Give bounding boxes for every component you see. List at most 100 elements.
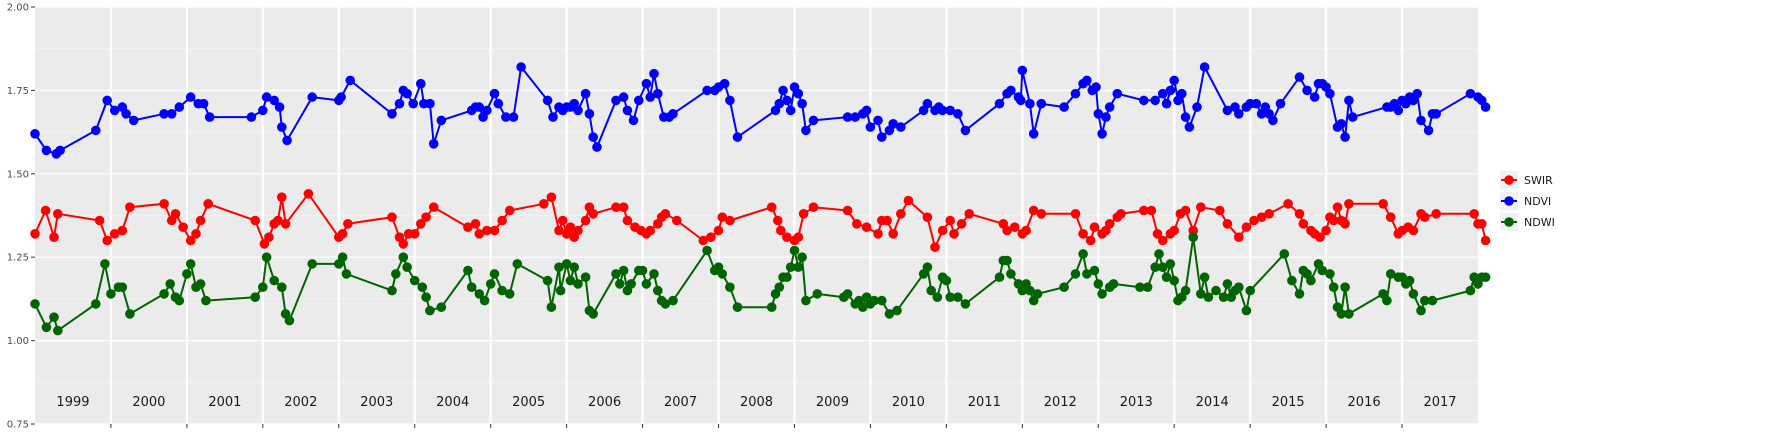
ndvi-data-point xyxy=(159,109,169,119)
ndwi-data-point xyxy=(1420,295,1430,306)
ndwi-data-point xyxy=(1093,279,1104,289)
ndwi-data-point xyxy=(1294,289,1305,299)
swir-data-point xyxy=(387,212,397,222)
swir-data-point xyxy=(1009,222,1020,232)
ndwi-data-point xyxy=(474,289,485,299)
ndvi-data-point xyxy=(307,92,318,102)
ndwi-data-point xyxy=(1142,282,1153,293)
ndvi-data-point xyxy=(1070,88,1081,99)
swir-data-point xyxy=(1332,202,1343,212)
ndvi-data-point xyxy=(1093,109,1104,119)
ndwi-data-point xyxy=(165,279,175,289)
swir-data-point xyxy=(474,229,485,239)
ndvi-data-point xyxy=(1431,109,1441,119)
legend: SWIR NDVI NDWI xyxy=(1500,171,1555,231)
ndwi-data-point xyxy=(1089,265,1100,276)
ndwi-data-point xyxy=(1218,292,1229,303)
ndwi-data-point xyxy=(785,262,796,273)
ndwi-data-point xyxy=(125,309,135,319)
swir-data-point xyxy=(1298,219,1309,229)
y-tick-label: 2.00 xyxy=(7,3,29,14)
swir-data-point xyxy=(1344,199,1354,209)
ndvi-data-point xyxy=(1017,65,1028,76)
swir-data-point xyxy=(882,215,892,226)
ndwi-data-point xyxy=(877,295,887,306)
ndvi-data-point xyxy=(1192,102,1202,112)
ndwi-data-point xyxy=(884,309,895,319)
swir-data-point xyxy=(303,189,314,199)
ndvi-data-point xyxy=(1234,109,1244,119)
ndvi-data-point xyxy=(873,115,883,126)
ndvi-data-point xyxy=(261,92,272,102)
year-label-layer: 1999 2000 2001 2002 2003 2004 2005 2006 2007 2008… xyxy=(56,395,1456,410)
ndvi-data-point xyxy=(198,98,209,109)
ndwi-data-point xyxy=(174,295,185,306)
swir-data-point xyxy=(195,215,206,226)
ndwi-data-point xyxy=(1150,262,1160,273)
swir-data-point xyxy=(1139,205,1149,216)
ndvi-data-point xyxy=(1006,85,1016,96)
ndwi-data-point xyxy=(91,299,101,309)
ndwi-data-point xyxy=(842,289,853,299)
ndvi-data-point xyxy=(702,85,712,96)
ndvi-data-point xyxy=(1309,92,1320,102)
ndvi-data-point xyxy=(166,109,177,119)
ndvi-data-point xyxy=(1082,75,1092,86)
ndwi-data-point xyxy=(307,259,318,269)
swir-data-point xyxy=(773,215,783,226)
ndvi-data-point xyxy=(258,105,268,116)
ndvi-data-point xyxy=(185,92,196,102)
ndwi-data-point xyxy=(466,282,477,293)
ndwi-data-point xyxy=(1032,289,1043,299)
swir-data-point xyxy=(482,225,492,236)
axis-layer: 0.75 1.00 1.25 1.50 1.75 2.00 xyxy=(7,3,1403,431)
ndvi-data-point xyxy=(277,122,287,132)
ndvi-data-point xyxy=(274,102,285,112)
ndvi-data-point xyxy=(425,98,435,109)
ndwi-data-point xyxy=(1382,295,1392,306)
ndwi-data-point xyxy=(717,269,728,279)
ndwi-data-point xyxy=(504,289,515,299)
ndvi-data-point xyxy=(793,88,804,99)
ndvi-data-point xyxy=(801,125,811,136)
swir-data-point xyxy=(903,195,914,206)
ndvi-data-point xyxy=(493,98,504,109)
ndwi-data-point xyxy=(1199,272,1210,283)
series-layer xyxy=(30,62,1491,336)
ndwi-data-point xyxy=(801,295,811,306)
ndvi-data-point xyxy=(611,95,621,106)
legend-point-ndwi xyxy=(1504,217,1514,227)
ndvi-data-point xyxy=(1275,98,1286,109)
ndwi-data-point xyxy=(1328,282,1339,293)
year-label: 2003 xyxy=(360,395,393,410)
ndvi-data-point xyxy=(782,95,792,106)
ndwi-data-point xyxy=(892,305,902,316)
ndvi-data-point xyxy=(1139,95,1149,106)
year-label: 2006 xyxy=(588,395,621,410)
ndvi-data-point xyxy=(1199,62,1210,72)
swir-data-point xyxy=(1480,235,1491,246)
swir-data-point xyxy=(1152,229,1163,239)
ndvi-data-point xyxy=(994,98,1005,109)
ndwi-data-point xyxy=(774,282,785,293)
ndwi-data-point xyxy=(1025,285,1035,296)
ndvi-data-point xyxy=(246,112,257,122)
ndwi-data-point xyxy=(546,302,557,313)
year-label: 2005 xyxy=(512,395,545,410)
ndvi-data-point xyxy=(719,78,730,89)
ndvi-data-point xyxy=(408,98,419,109)
ndvi-data-point xyxy=(896,122,906,132)
ndwi-data-point xyxy=(1245,285,1255,296)
ndwi-data-point xyxy=(615,279,625,289)
swir-data-point xyxy=(717,212,728,222)
ndwi-data-point xyxy=(30,299,40,309)
ndvi-data-point xyxy=(877,132,887,142)
ndwi-data-point xyxy=(341,269,352,279)
ndwi-data-point xyxy=(1211,285,1221,296)
ndvi-data-point xyxy=(725,95,735,106)
swir-data-point xyxy=(497,215,507,226)
swir-data-point xyxy=(273,215,283,226)
ndwi-data-point xyxy=(1408,289,1419,299)
year-label: 2013 xyxy=(1120,395,1153,410)
ndwi-data-point xyxy=(261,252,272,262)
